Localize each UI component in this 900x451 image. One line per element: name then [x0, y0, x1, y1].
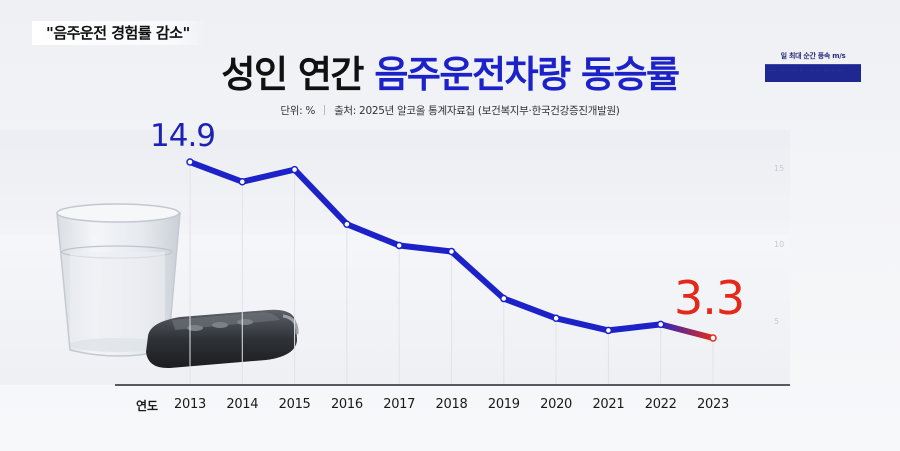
series-line-end-segment	[657, 321, 716, 341]
car-key-icon	[146, 309, 299, 369]
x-tick-label: 2013	[174, 397, 206, 412]
x-tick-label: 2016	[330, 397, 363, 412]
series-line	[187, 159, 664, 334]
data-point-marker	[552, 314, 560, 323]
data-point-marker	[343, 220, 351, 228]
source-label: 출처: 2025년 알코올 통계자료집 (보건복지부·한국건강증진개발원)	[334, 105, 620, 117]
vertical-gridlines	[189, 166, 714, 384]
data-point-marker	[290, 165, 299, 174]
x-tick-label: 2019	[487, 397, 520, 412]
y-tick-15: 15	[774, 164, 785, 173]
x-tick-label: 2015	[278, 397, 311, 412]
unit-label: 단위: %	[280, 105, 316, 117]
x-tick-label: 2020	[540, 397, 573, 412]
chart-subtitle: 단위: % 출처: 2025년 알코올 통계자료집 (보건복지부·한국건강증진개발…	[0, 103, 900, 118]
y-tick-10: 10	[774, 240, 785, 249]
last-value-label: 3.3	[674, 271, 745, 325]
inset-title: 일 최대 순간 풍속 m/s	[780, 52, 846, 60]
data-point-markers	[186, 158, 717, 342]
headline-tag: "음주운전 경험률 감소"	[32, 21, 204, 45]
x-tick-label: 2018	[435, 397, 468, 412]
data-point-marker	[395, 241, 403, 250]
title-part-2: 음주운전차량 동승률	[374, 53, 680, 96]
x-tick-label: 2022	[644, 397, 677, 412]
data-point-marker	[447, 247, 456, 256]
data-point-marker	[656, 320, 665, 329]
subtitle-divider	[324, 105, 326, 115]
x-tick-label: 2014	[226, 397, 259, 412]
x-tick-label: 2021	[592, 397, 625, 412]
x-tick-label: 2023	[697, 397, 729, 412]
x-axis-title: 연도	[136, 399, 159, 413]
data-point-marker	[709, 334, 717, 342]
x-tick-label: 2017	[383, 397, 416, 412]
data-point-marker	[500, 294, 508, 303]
data-point-marker	[604, 326, 613, 335]
weather-inset-graphic: 일 최대 순간 풍속 m/s ···· ····· ···· ·· · ····…	[765, 51, 861, 82]
y-tick-5: 5	[774, 317, 780, 326]
title-part-1: 성인 연간	[221, 53, 364, 96]
inset-bar: ···· ····· ···· ·· · ······ ··· ·· ···	[765, 64, 861, 82]
inset-bar-text: ···· ····· ···· ·· · ······ ··· ·· ···	[769, 68, 844, 72]
chart-title: 성인 연간 음주운전차량 동승률	[0, 52, 900, 98]
glass-icon	[56, 203, 181, 357]
data-point-marker	[238, 177, 247, 186]
data-point-marker	[186, 158, 194, 166]
first-value-label: 14.9	[150, 118, 216, 154]
